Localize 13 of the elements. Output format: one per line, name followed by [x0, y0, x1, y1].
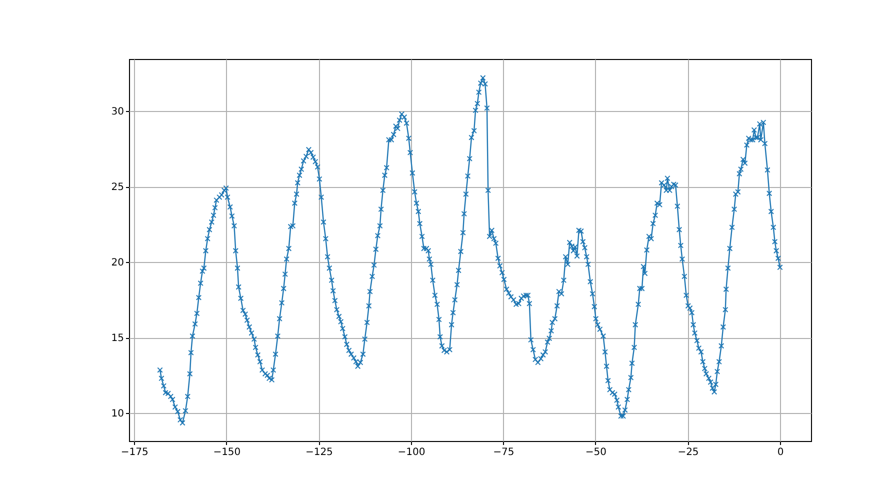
x-tick-label: −150	[213, 447, 241, 458]
y-tick-label: 15	[111, 333, 124, 344]
y-tick-label: 20	[111, 258, 124, 269]
x-tick-label: 0	[777, 447, 784, 458]
y-tick-label: 30	[111, 106, 124, 118]
x-tick-label: −75	[493, 447, 514, 458]
y-tick-label: 10	[111, 408, 124, 420]
y-tick-label: 25	[111, 182, 124, 194]
x-tick-label: −50	[585, 447, 607, 458]
x-tick-label: −125	[305, 447, 333, 458]
x-tick-label: −100	[398, 447, 426, 458]
x-tick-label: −25	[678, 447, 699, 458]
x-tick-label: −175	[120, 447, 148, 458]
